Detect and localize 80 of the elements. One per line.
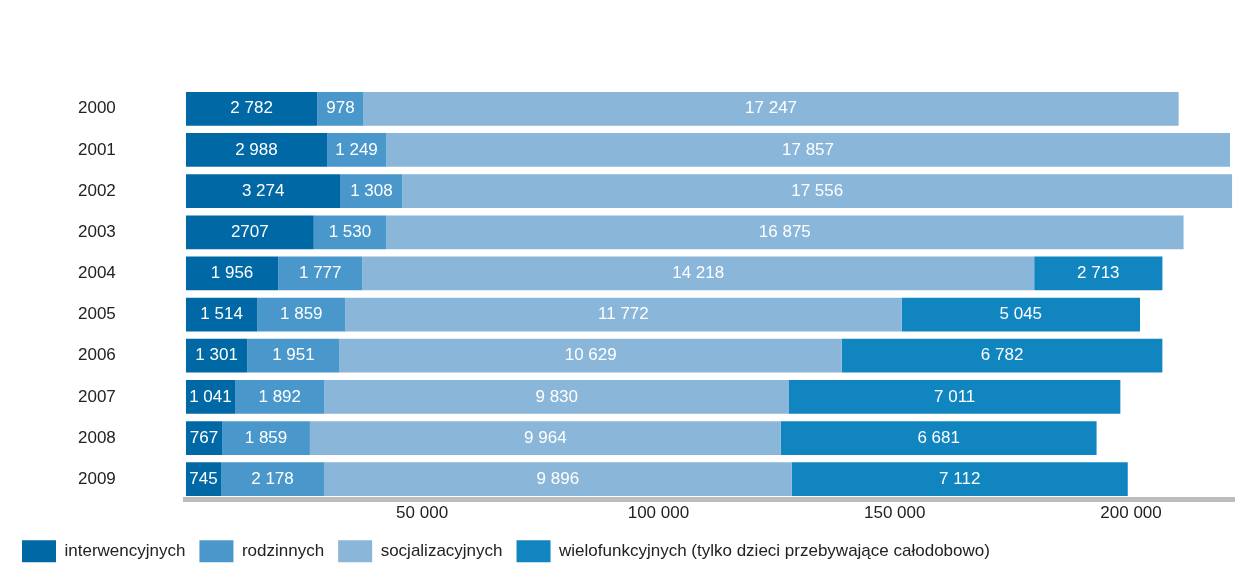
- data-label: 6 681: [917, 427, 960, 447]
- bar: [235, 380, 325, 414]
- bar: [345, 297, 902, 332]
- y-tick-label: 2001: [77, 139, 116, 159]
- data-label: 2 178: [251, 468, 294, 488]
- data-label: 745: [189, 468, 218, 488]
- data-label: 2 782: [230, 98, 273, 118]
- data-label: 1 514: [200, 304, 243, 324]
- data-label: 1 892: [258, 386, 301, 406]
- data-label: 767: [189, 427, 219, 447]
- data-label: 1 859: [244, 427, 288, 447]
- data-label: 7 011: [934, 386, 976, 406]
- x2-tick-label: 50 000: [396, 502, 449, 522]
- data-label: 1 859: [280, 304, 323, 324]
- x2-tick-label: 150 000: [864, 502, 926, 522]
- data-label: 1 951: [272, 345, 315, 365]
- data-label: 17 556: [791, 180, 844, 200]
- data-label: 1 041: [189, 386, 232, 406]
- data-label: 16 875: [758, 221, 811, 241]
- data-label: 17 857: [782, 139, 835, 159]
- y-tick-label: 2005: [77, 304, 116, 324]
- y-tick-label: 2006: [77, 345, 116, 365]
- data-label: 2 988: [235, 139, 278, 159]
- legend-label: rodzinnych: [241, 540, 325, 560]
- bar: [791, 462, 1128, 497]
- bar: [362, 256, 1035, 291]
- bar: [339, 338, 842, 373]
- bar: [402, 174, 1233, 208]
- y-tick-label: 2008: [77, 427, 116, 447]
- bar: [363, 91, 1179, 126]
- bar: [185, 133, 328, 167]
- x2-tick-label: 100 000: [627, 502, 690, 522]
- y-tick-label: 2004: [77, 263, 116, 283]
- data-label: 9 896: [536, 468, 580, 488]
- bar: [386, 215, 1184, 250]
- data-label: 1 301: [195, 345, 238, 365]
- bar: [278, 256, 363, 291]
- data-label: 978: [326, 98, 355, 118]
- y-tick-label: 2007: [77, 386, 116, 406]
- y-tick-label: 2000: [77, 98, 116, 118]
- data-label: 9 830: [535, 386, 578, 406]
- bar: [386, 133, 1230, 167]
- bar: [317, 91, 364, 126]
- x2-tick-label: 200 000: [1100, 502, 1162, 522]
- data-label: 7 112: [939, 468, 981, 488]
- bar: [221, 462, 324, 497]
- bar: [313, 215, 387, 250]
- bar: [841, 338, 1163, 373]
- data-label: 3 274: [241, 180, 285, 200]
- bar: [324, 380, 789, 414]
- data-label: 11 772: [598, 304, 649, 324]
- data-label: 9 964: [524, 427, 567, 447]
- bar: [789, 380, 1121, 414]
- bar: [247, 338, 340, 373]
- data-label: 1 308: [350, 180, 393, 200]
- legend-label: socjalizacyjnych: [380, 540, 503, 560]
- y-tick-label: 2003: [77, 221, 116, 241]
- bar: [222, 421, 310, 455]
- data-label: 5 045: [999, 304, 1043, 324]
- bar: [780, 421, 1097, 455]
- data-label: 6 782: [980, 345, 1024, 365]
- y-tick-label: 2002: [77, 180, 116, 200]
- data-label: 1 530: [328, 221, 372, 241]
- data-label: 1 956: [210, 263, 254, 283]
- legend-label: interwencyjnych: [64, 540, 186, 560]
- bar: [185, 174, 341, 208]
- data-label: 10 629: [564, 345, 617, 365]
- bar: [1034, 256, 1163, 291]
- y-tick-label: 2009: [77, 468, 116, 488]
- data-label: 2707: [230, 221, 269, 241]
- bar: [901, 297, 1141, 332]
- data-label: 1 777: [298, 263, 342, 283]
- legend-label: wielofunkcyjnych (tylko dzieci przebywające całodobowo): [558, 540, 990, 560]
- bar: [185, 91, 318, 126]
- bar: [185, 215, 314, 250]
- bar: [309, 421, 781, 455]
- data-label: 2 713: [1077, 263, 1120, 283]
- data-label: 14 218: [672, 263, 725, 283]
- data-label: 1 249: [335, 139, 378, 159]
- data-label: 17 247: [745, 98, 798, 118]
